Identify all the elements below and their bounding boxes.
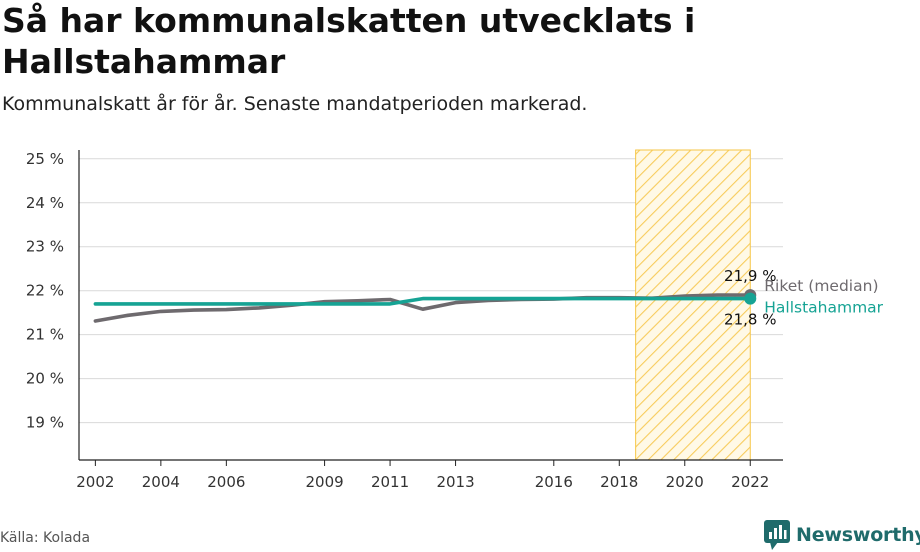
x-tick-label: 2018 bbox=[600, 473, 638, 491]
highlight-period bbox=[635, 149, 751, 461]
source-note: Källa: Kolada bbox=[0, 530, 91, 546]
legend-label-riket: Riket (median) bbox=[764, 277, 878, 295]
end-label-hallstahammar-value: 21,8 % bbox=[724, 311, 776, 329]
newsworthy-logo-icon bbox=[764, 520, 790, 550]
end-label-riket-value: 21,9 % bbox=[724, 267, 776, 285]
newsworthy-logo: Newsworthy bbox=[764, 520, 920, 550]
y-tick-label: 20 % bbox=[26, 370, 64, 388]
y-tick-label: 23 % bbox=[26, 238, 64, 256]
x-tick-label: 2002 bbox=[76, 473, 114, 491]
brand-name: Newsworthy bbox=[796, 524, 920, 546]
x-tick-label: 2016 bbox=[535, 473, 573, 491]
y-tick-label: 22 % bbox=[26, 282, 64, 300]
y-tick-label: 21 % bbox=[26, 326, 64, 344]
x-tick-label: 2020 bbox=[666, 473, 704, 491]
endpoint-hallstahammar bbox=[744, 292, 757, 305]
x-tick-label: 2006 bbox=[207, 473, 245, 491]
y-tick-label: 24 % bbox=[26, 194, 64, 212]
x-tick-label: 2004 bbox=[142, 473, 180, 491]
chart-title: Så har kommunalskatten utvecklats i Hall… bbox=[2, 1, 696, 81]
chart-subtitle: Kommunalskatt år för år. Senaste mandatp… bbox=[2, 93, 588, 115]
x-tick-label: 2013 bbox=[436, 473, 474, 491]
y-tick-label: 25 % bbox=[26, 150, 64, 168]
x-tick-label: 2011 bbox=[371, 473, 409, 491]
x-tick-label: 2009 bbox=[305, 473, 343, 491]
x-tick-label: 2022 bbox=[731, 473, 769, 491]
legend-label-hallstahammar: Hallstahammar bbox=[764, 299, 883, 317]
series-line-hallstahammar bbox=[93, 296, 753, 306]
y-tick-label: 19 % bbox=[26, 414, 64, 432]
